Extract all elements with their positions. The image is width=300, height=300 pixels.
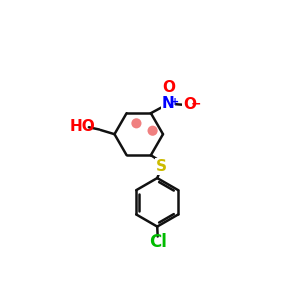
Text: N: N bbox=[162, 96, 175, 111]
Text: Cl: Cl bbox=[149, 233, 167, 251]
Text: O: O bbox=[162, 80, 175, 95]
Circle shape bbox=[131, 118, 142, 128]
Text: −: − bbox=[191, 98, 202, 110]
Text: S: S bbox=[156, 159, 167, 174]
Text: +: + bbox=[171, 97, 179, 106]
Circle shape bbox=[148, 126, 158, 136]
Text: HO: HO bbox=[70, 118, 95, 134]
Text: O: O bbox=[183, 98, 196, 112]
